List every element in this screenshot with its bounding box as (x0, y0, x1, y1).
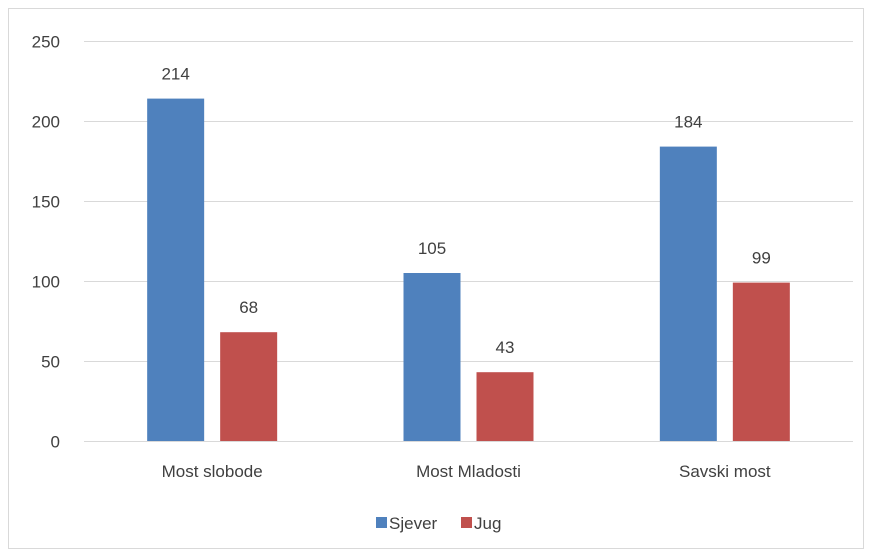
data-label: 68 (239, 298, 258, 317)
y-tick-label: 100 (32, 273, 60, 292)
y-tick-label: 150 (32, 193, 60, 212)
data-label: 184 (674, 113, 702, 132)
data-labels: 214 68 105 43 184 99 (161, 65, 770, 358)
data-label: 99 (752, 249, 771, 268)
y-tick-label: 50 (41, 353, 60, 372)
bar-jug-2 (476, 372, 534, 441)
y-tick-label: 200 (32, 113, 60, 132)
bar-sjever-1 (147, 98, 205, 441)
legend-swatch (376, 517, 387, 528)
legend-label: Sjever (389, 514, 438, 533)
y-tick-label: 0 (51, 433, 60, 452)
data-label: 214 (161, 65, 189, 84)
bars (147, 98, 790, 441)
data-label: 105 (418, 239, 446, 258)
legend-swatch (461, 517, 472, 528)
bar-jug-1 (220, 332, 278, 441)
bar-sjever-3 (659, 146, 717, 441)
bar-jug-3 (732, 282, 790, 441)
y-axis-ticks: 0 50 100 150 200 250 (32, 33, 60, 452)
legend-label: Jug (474, 514, 501, 533)
category-label: Most Mladosti (416, 462, 521, 481)
category-label: Savski most (679, 462, 771, 481)
gridlines (84, 41, 853, 442)
legend: Sjever Jug (376, 514, 501, 533)
data-label: 43 (496, 338, 515, 357)
category-label: Most slobode (162, 462, 263, 481)
bar-sjever-2 (403, 273, 461, 441)
y-tick-label: 250 (32, 33, 60, 52)
x-axis-categories: Most slobode Most Mladosti Savski most (162, 462, 771, 481)
